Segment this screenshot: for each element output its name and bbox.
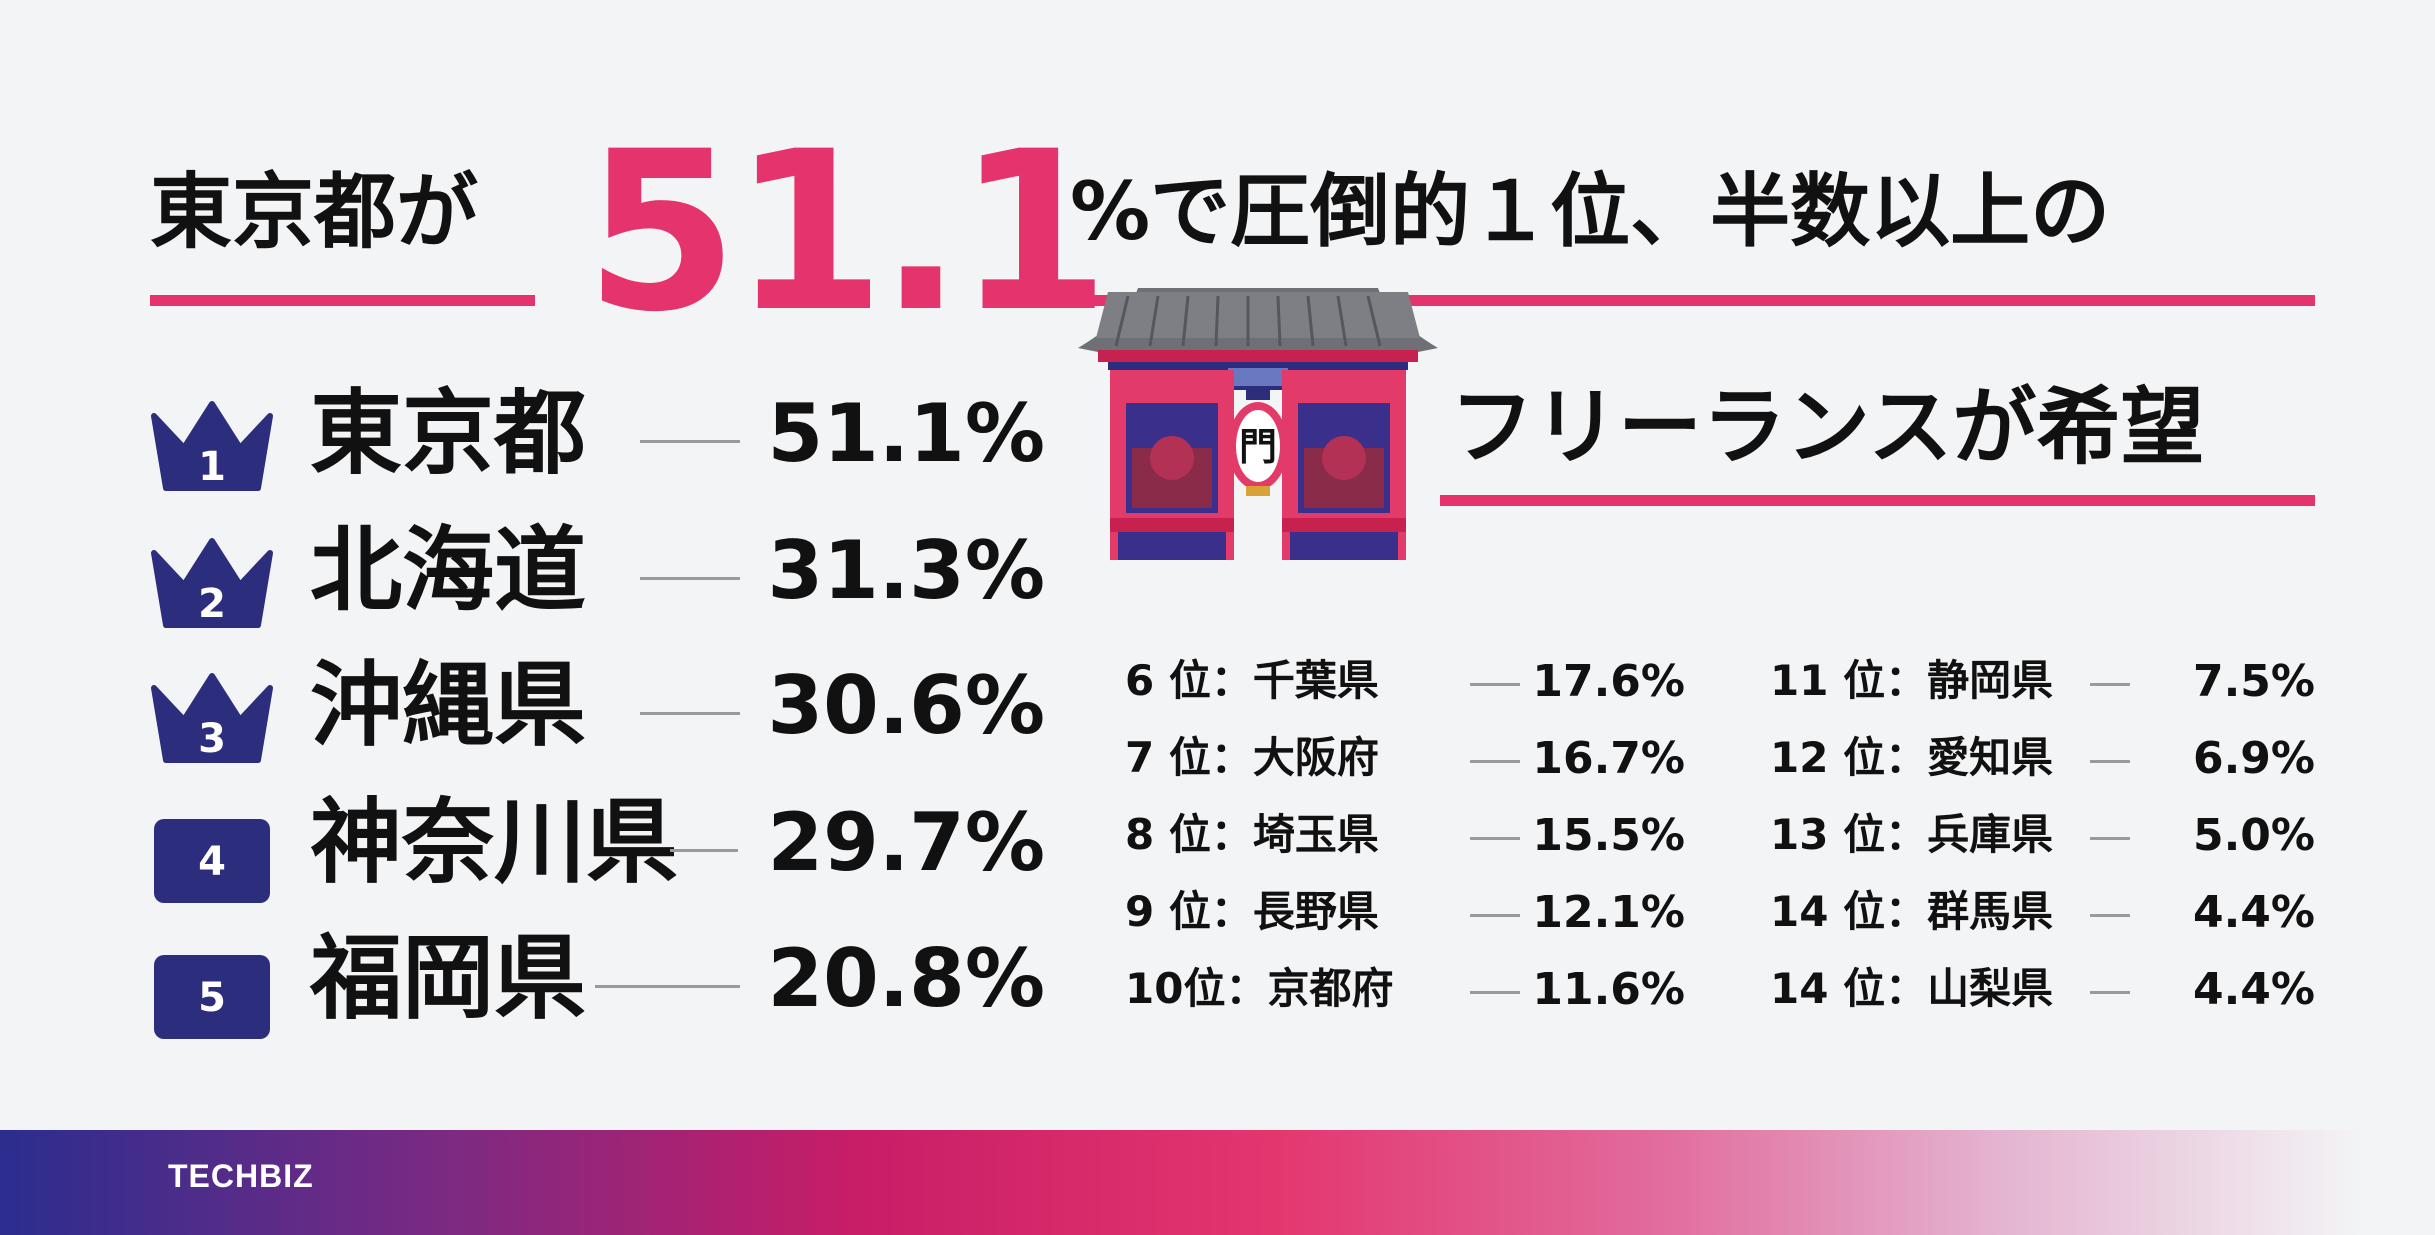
rank-label: 10位：京都府 (1125, 964, 1394, 1013)
headline-highlight: 51.1 (585, 104, 1110, 360)
rank-prefecture: 神奈川県 (310, 789, 679, 896)
rank-label: 14 位：山梨県 (1770, 964, 2054, 1013)
rank-prefecture: 福岡県 (310, 925, 587, 1032)
rank-label: 12 位：愛知県 (1770, 733, 2054, 782)
rank-leader-line (1470, 683, 1520, 686)
rank-value: 17.6% (1532, 656, 1685, 707)
rank-label: 7 位：大阪府 (1125, 733, 1379, 782)
rank-leader-line (640, 712, 740, 715)
headline-line2: フリーランスが希望 (1450, 378, 2205, 476)
headline-underline-right (1065, 295, 2315, 306)
rank-leader-line (1470, 991, 1520, 994)
rank-value: 51.1% (767, 387, 1045, 480)
rank-prefecture: 北海道 (310, 517, 587, 624)
rank-badge: 5 (154, 955, 270, 1039)
rank-value: 30.6% (767, 659, 1045, 752)
kaminarimon-gate-icon: 門 (1078, 288, 1438, 560)
rank-value: 5.0% (2192, 810, 2315, 861)
rank-value: 4.4% (2192, 964, 2315, 1015)
rank-label: 8 位：埼玉県 (1125, 810, 1379, 859)
rank-leader-line (2090, 914, 2130, 917)
rank-number: 5 (198, 975, 226, 1021)
rank-value: 20.8% (767, 932, 1045, 1025)
rank-value: 29.7% (767, 796, 1045, 889)
rank-number: 2 (198, 581, 226, 627)
headline-prefix: 東京都が (150, 165, 479, 260)
brand-logo: TECHBIZ (168, 1158, 314, 1194)
rank-value: 16.7% (1532, 733, 1685, 784)
rank-label: 13 位：兵庫県 (1770, 810, 2054, 859)
rank-leader-line (1470, 760, 1520, 763)
rank-crown-icon: 1 (151, 401, 273, 491)
rank-value: 15.5% (1532, 810, 1685, 861)
footer-bar (0, 1130, 2435, 1235)
rank-label: 9 位：長野県 (1125, 887, 1379, 936)
rank-leader-line (2090, 683, 2130, 686)
rank-number: 4 (198, 839, 226, 885)
rank-leader-line (2090, 760, 2130, 763)
rank-label: 6 位：千葉県 (1125, 656, 1379, 705)
rank-crown-icon: 2 (151, 538, 273, 628)
rank-leader-line (2090, 837, 2130, 840)
rank-leader-line (1470, 914, 1520, 917)
rank-leader-line (640, 577, 740, 580)
rank-prefecture: 沖縄県 (310, 652, 587, 759)
rank-value: 7.5% (2192, 656, 2315, 707)
rank-label: 14 位：群馬県 (1770, 887, 2054, 936)
rank-leader-line (640, 440, 740, 443)
svg-text:門: 門 (1239, 425, 1277, 469)
rank-crown-icon: 3 (151, 673, 273, 763)
rank-value: 6.9% (2192, 733, 2315, 784)
headline-line2-underline (1440, 495, 2315, 506)
rank-leader-line (2090, 991, 2130, 994)
headline-suffix: %で圧倒的１位、半数以上の (1070, 165, 2111, 258)
rank-number: 1 (198, 444, 226, 490)
rank-number: 3 (198, 716, 226, 762)
headline-underline-left (150, 295, 535, 306)
rank-label: 11 位：静岡県 (1770, 656, 2054, 705)
rank-value: 12.1% (1532, 887, 1685, 938)
rank-value: 31.3% (767, 524, 1045, 617)
rank-leader-line (595, 985, 740, 988)
rank-leader-line (1470, 837, 1520, 840)
rank-value: 4.4% (2192, 887, 2315, 938)
rank-leader-line (670, 849, 738, 852)
rank-value: 11.6% (1532, 964, 1685, 1015)
rank-prefecture: 東京都 (310, 380, 587, 487)
rank-badge: 4 (154, 819, 270, 903)
